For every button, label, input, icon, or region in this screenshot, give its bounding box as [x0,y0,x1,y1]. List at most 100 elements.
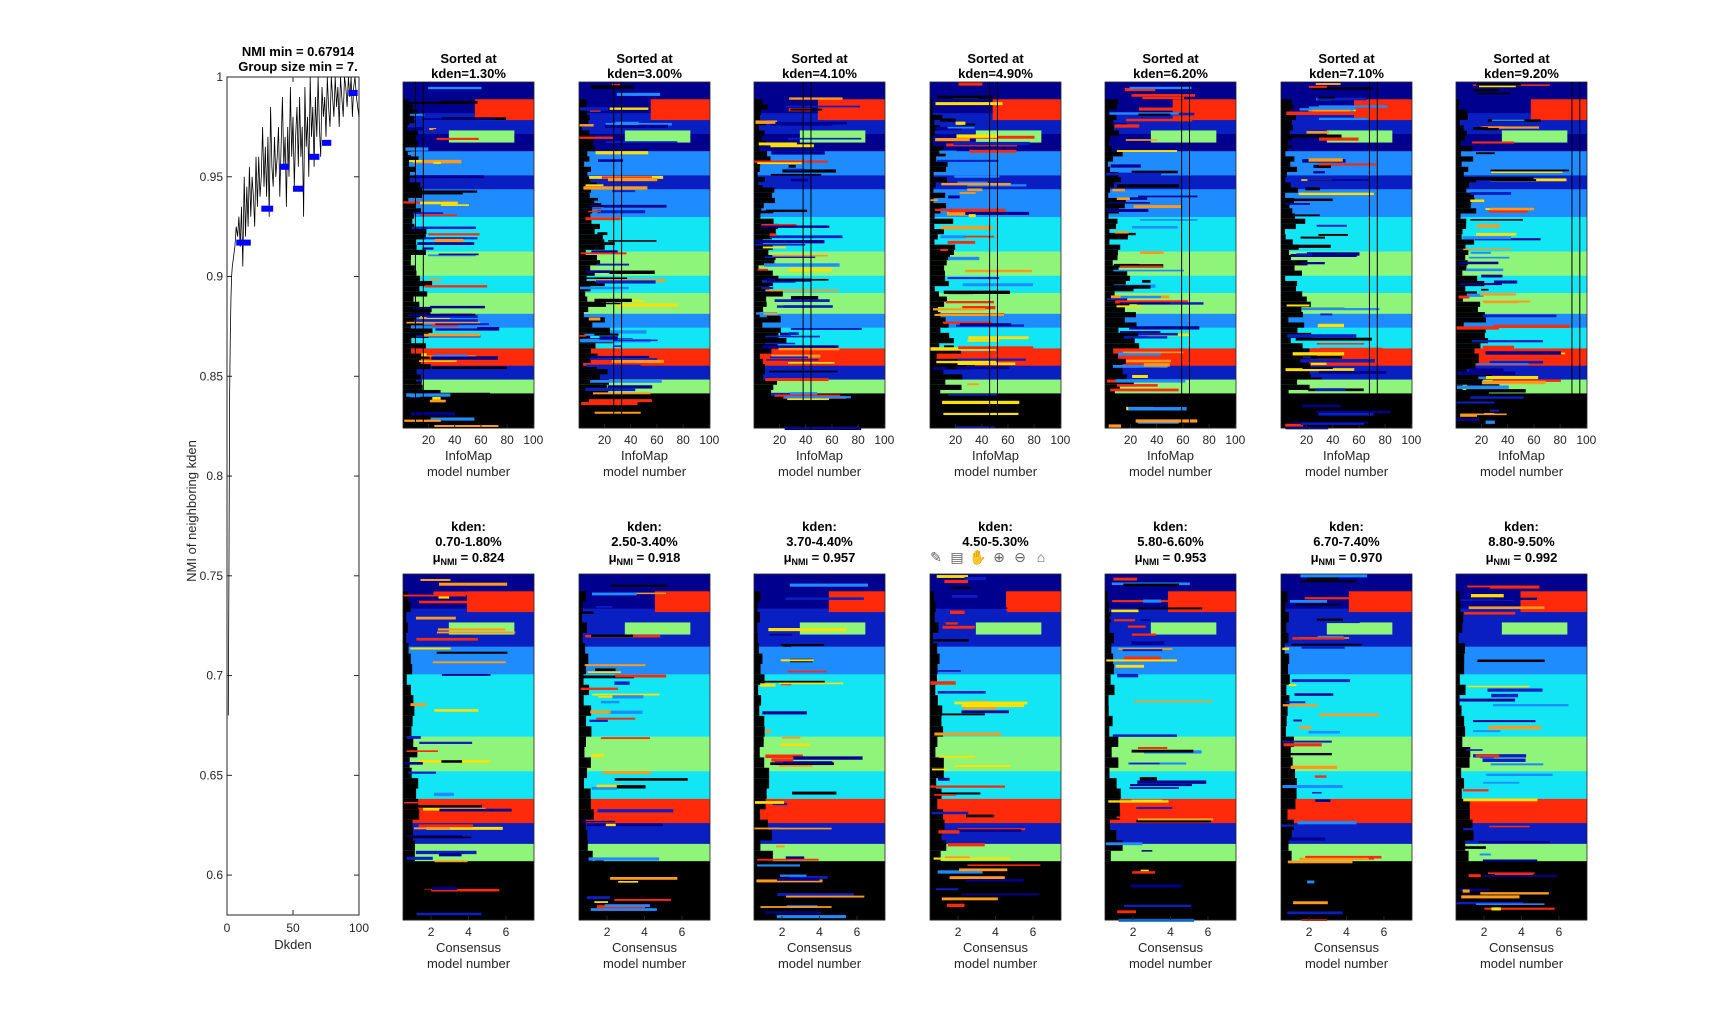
unassigned-row [1105,255,1118,261]
community-stripe [1138,195,1198,198]
community-stripe [1476,224,1501,228]
community-stripe [404,836,472,839]
community-band [754,379,885,394]
zoom-in-icon[interactable]: ⊕ [993,549,1005,565]
community-stripe [772,254,829,257]
x-tick-label: 2 [779,925,786,939]
y-tick-label: 0.65 [200,768,224,782]
community-stripe [599,336,618,340]
unassigned-row [754,757,765,768]
datatip-icon[interactable]: ▤ [950,549,964,565]
community-stripe [1493,324,1570,329]
community-stripe [1465,749,1483,751]
unassigned-row [403,384,423,390]
unassigned-row [1105,301,1130,307]
unassigned-row [754,715,765,727]
brush-icon[interactable]: ✎ [930,549,942,565]
home-icon[interactable]: ⌂ [1036,549,1046,565]
community-stripe [410,647,451,650]
community-stripe [966,135,1035,139]
bottom-panel-x-label-line2: model number [427,956,511,971]
x-tick-label: 80 [851,433,865,447]
community-stripe [1476,903,1545,905]
community-stripe [942,400,1020,405]
community-stripe [961,710,1009,714]
unassigned-row [579,747,585,758]
unassigned-row [1281,348,1310,354]
x-tick-label: 80 [1378,433,1392,447]
unassigned-row [1281,622,1287,633]
unassigned-row [754,663,761,675]
unassigned-row [1105,767,1110,779]
community-stripe [440,618,508,622]
community-stripe [954,175,1000,178]
unassigned-row [1105,830,1117,841]
unassigned-row [1456,296,1463,302]
unassigned-row [1105,757,1119,768]
community-stripe [1295,603,1341,606]
unassigned-row [1456,840,1466,851]
unassigned-row [1105,705,1109,716]
community-stripe [956,134,998,138]
unassigned-row [403,861,413,872]
community-stripe [419,741,473,744]
community-stripe [1112,734,1177,737]
community-stripe [590,710,611,714]
community-stripe [770,173,822,176]
unassigned-row [579,177,591,183]
unassigned-row [403,104,413,110]
unassigned-row [754,114,760,121]
community-stripe [587,671,622,674]
zoom-out-icon[interactable]: ⊖ [1014,549,1026,565]
unassigned-row [930,286,935,292]
community-stripe [596,717,636,720]
community-stripe [1485,351,1561,355]
community-stripe [584,664,646,667]
unassigned-row [403,395,424,401]
unassigned-row [930,125,940,131]
community-stripe [415,175,485,179]
community-stripe [1489,409,1500,412]
community-stripe [416,912,482,916]
unassigned-row [1281,130,1290,136]
community-band [579,365,710,381]
community-stripe [1467,585,1525,588]
community-stripe [1133,205,1182,209]
unassigned-row [930,260,947,266]
community-stripe [957,362,1016,366]
community-stripe [589,358,658,360]
community-stripe [1481,274,1503,278]
community-stripe [935,888,959,891]
unassigned-row [1105,229,1110,235]
unassigned-row [930,99,933,105]
unassigned-row [754,187,775,193]
bottom-panel-title-line2: 6.70-7.40% [1313,534,1380,549]
community-stripe [615,121,639,126]
unassigned-row [1105,809,1121,820]
unassigned-row [403,788,417,799]
unassigned-row [579,343,596,349]
unassigned-row [1456,348,1475,354]
line-x-label: Dkden [274,937,312,952]
community-stripe [936,575,969,578]
unassigned-row [930,114,943,121]
unassigned-row [579,244,605,250]
pan-icon[interactable]: ✋ [969,549,987,565]
unassigned-row [930,166,947,172]
unassigned-row [930,338,954,344]
community-stripe [614,681,630,685]
community-stripe [615,303,678,307]
community-stripe [1118,918,1195,923]
community-stripe [1116,816,1132,819]
community-band [930,379,1061,394]
community-stripe [1140,219,1198,221]
unassigned-row [403,218,413,224]
unassigned-row [403,353,430,359]
unassigned-row [1105,317,1125,323]
community-stripe [594,901,609,903]
community-band [930,293,1061,315]
community-band [754,674,885,738]
top-panel-x-label-line2: model number [603,464,687,479]
unassigned-row [930,343,940,349]
